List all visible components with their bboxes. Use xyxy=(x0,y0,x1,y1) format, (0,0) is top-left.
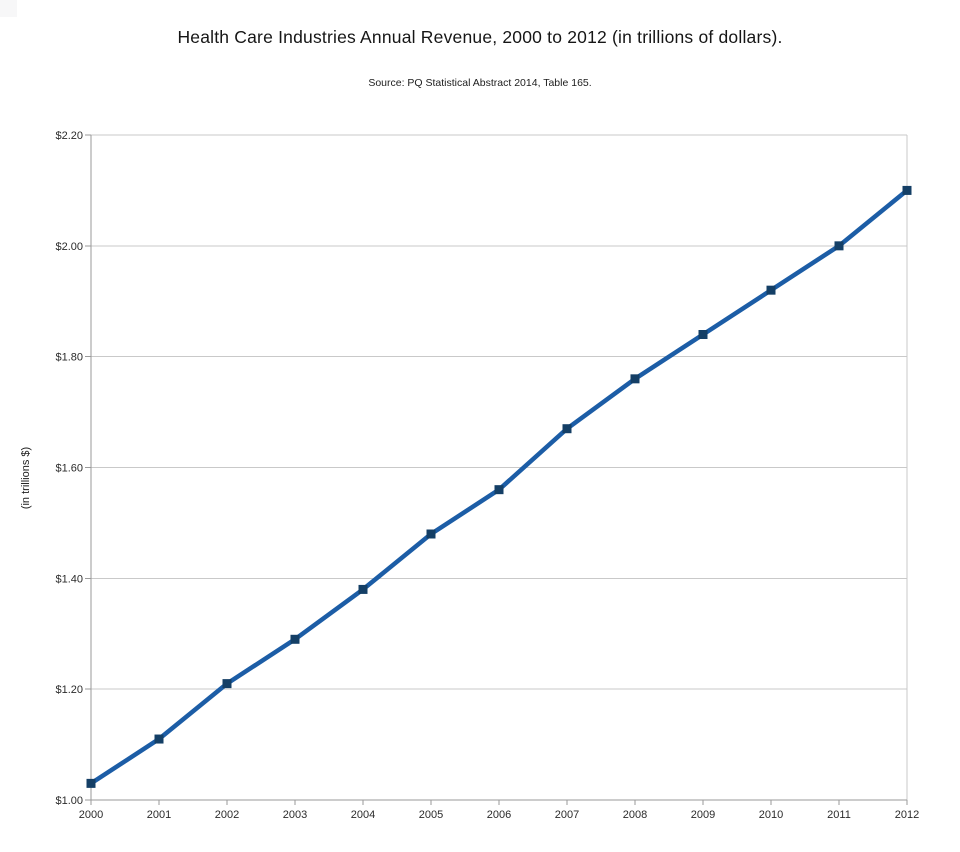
chart-title: Health Care Industries Annual Revenue, 2… xyxy=(177,27,783,47)
window-corner-artifact xyxy=(0,0,17,17)
x-tick-label: 2010 xyxy=(759,809,783,821)
data-point-marker xyxy=(766,285,776,295)
data-point-marker xyxy=(834,241,844,251)
x-tick-label: 2007 xyxy=(555,809,579,821)
y-tick-label: $1.60 xyxy=(55,463,83,475)
data-point-marker xyxy=(630,374,640,384)
y-tick-label: $2.00 xyxy=(55,241,83,253)
x-tick-label: 2001 xyxy=(147,809,171,821)
x-tick-label: 2008 xyxy=(623,809,647,821)
y-tick-label: $1.20 xyxy=(55,684,83,696)
data-point-marker xyxy=(426,529,436,539)
y-tick-label: $1.40 xyxy=(55,573,83,585)
data-point-marker xyxy=(154,734,164,744)
x-tick-label: 2006 xyxy=(487,809,511,821)
data-point-marker xyxy=(358,584,368,594)
data-point-marker xyxy=(562,424,572,434)
x-tick-label: 2002 xyxy=(215,809,239,821)
data-point-marker xyxy=(494,485,504,495)
x-tick-label: 2003 xyxy=(283,809,307,821)
data-point-marker xyxy=(902,185,912,195)
x-tick-label: 2000 xyxy=(79,809,103,821)
x-tick-label: 2004 xyxy=(351,809,375,821)
y-tick-label: $1.00 xyxy=(55,795,83,807)
x-tick-label: 2005 xyxy=(419,809,443,821)
data-point-marker xyxy=(86,778,96,788)
data-point-marker xyxy=(698,330,708,339)
data-point-marker xyxy=(222,679,232,689)
x-tick-label: 2012 xyxy=(895,809,919,821)
y-tick-label: $1.80 xyxy=(55,352,83,364)
chart-source-subtitle: Source: PQ Statistical Abstract 2014, Ta… xyxy=(368,77,592,89)
x-tick-label: 2009 xyxy=(691,809,715,821)
x-tick-label: 2011 xyxy=(827,809,851,821)
data-point-marker xyxy=(290,634,300,644)
y-tick-label: $2.20 xyxy=(55,130,83,142)
